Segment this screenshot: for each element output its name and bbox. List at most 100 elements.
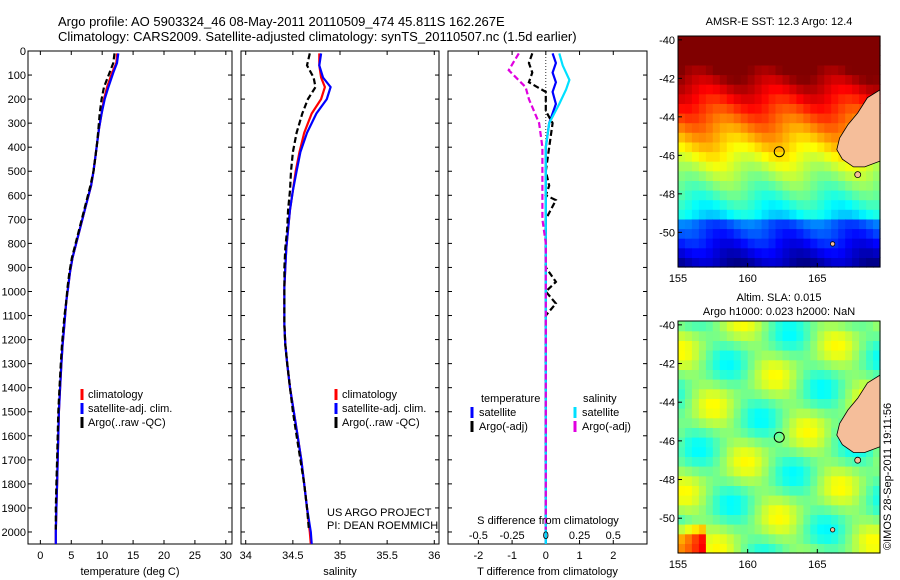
heatmap-cell	[859, 350, 867, 361]
heatmap-cell	[685, 533, 693, 544]
heatmap-cell	[859, 369, 867, 380]
heatmap-cell	[817, 379, 825, 390]
heatmap-cell	[691, 151, 700, 162]
heatmap-cell	[817, 427, 825, 438]
heatmap-cell	[838, 238, 846, 249]
heatmap-cell	[775, 495, 784, 506]
heatmap-cell	[866, 199, 874, 210]
heatmap-cell	[866, 218, 874, 230]
heatmap-cell	[824, 388, 832, 399]
heatmap-cell	[726, 417, 735, 428]
heatmap-cell	[678, 199, 686, 210]
heatmap-cell	[782, 209, 791, 220]
heatmap-cell	[866, 446, 874, 457]
heatmap-cell	[831, 103, 839, 114]
heatmap-cell	[796, 45, 804, 56]
heatmap-cell	[685, 209, 693, 220]
heatmap-cell	[775, 398, 784, 409]
x-tick-label: 2	[610, 550, 616, 562]
x-tick-label: 0	[37, 550, 43, 562]
heatmap-cell	[866, 533, 874, 544]
heatmap-cell	[740, 340, 749, 351]
heatmap-cell	[740, 504, 749, 515]
heatmap-cell	[712, 228, 721, 239]
heatmap-cell	[796, 427, 804, 438]
heatmap-cell	[845, 161, 853, 172]
heatmap-cell	[866, 161, 874, 172]
heatmap-cell	[740, 64, 749, 76]
heatmap-cell	[705, 113, 714, 124]
heatmap-cell	[726, 113, 735, 124]
heatmap-cell	[754, 161, 763, 172]
temperature-plot-frame	[27, 50, 233, 545]
heatmap-cell	[726, 330, 735, 341]
heatmap-cell	[719, 84, 728, 95]
heatmap-cell	[678, 45, 686, 56]
heatmap-cell	[712, 209, 721, 220]
land-mass	[836, 89, 881, 168]
heatmap-cell	[789, 180, 797, 191]
heatmap-cell	[726, 350, 735, 361]
heatmap-cell	[705, 180, 714, 191]
heatmap-cell	[831, 388, 839, 399]
salinity-plot-frame	[240, 50, 440, 545]
heatmap-cell	[824, 427, 832, 438]
heatmap-cell	[726, 379, 735, 390]
heatmap-cell	[803, 161, 811, 172]
heatmap-cell	[796, 103, 804, 114]
heatmap-cell	[754, 495, 763, 506]
figure-title-line-2: Climatology: CARS2009. Satellite-adjuste…	[58, 29, 577, 44]
heatmap-cell	[782, 141, 791, 153]
x-tick-label: 160	[738, 273, 756, 285]
difference-plot-frame	[447, 50, 648, 545]
heatmap-cell	[789, 209, 797, 220]
heatmap-cell	[782, 247, 791, 258]
heatmap-cell	[824, 170, 832, 181]
heatmap-cell	[845, 45, 853, 56]
heatmap-cell	[866, 228, 874, 239]
heatmap-cell	[719, 524, 728, 535]
heatmap-cell	[852, 485, 860, 496]
heatmap-cell	[782, 122, 791, 133]
sla-map-frame	[677, 320, 881, 554]
heatmap-cell	[810, 228, 818, 239]
heatmap-cell	[740, 446, 749, 457]
heatmap-cell	[810, 180, 818, 191]
heatmap-cell	[754, 524, 763, 535]
x-tick-label: 0	[543, 550, 549, 562]
heatmap-cell	[754, 238, 763, 249]
heatmap-cell	[761, 45, 770, 56]
heatmap-cell	[789, 456, 797, 467]
heatmap-cell	[852, 218, 860, 230]
heatmap-cell	[733, 369, 742, 380]
heatmap-cell	[838, 45, 846, 56]
heatmap-cell	[775, 93, 784, 104]
heatmap-cell	[733, 257, 742, 268]
heatmap-cell	[824, 330, 832, 341]
heatmap-cell	[678, 408, 686, 419]
heatmap-cell	[705, 55, 714, 66]
heatmap-cell	[796, 514, 804, 525]
heatmap-cell	[691, 45, 700, 56]
heatmap-cell	[678, 170, 686, 181]
heatmap-cell	[698, 330, 707, 341]
heatmap-cell	[803, 350, 811, 361]
heatmap-cell	[859, 199, 867, 210]
x-tick-label: 160	[738, 559, 756, 571]
heatmap-cell	[691, 330, 700, 341]
heatmap-cell	[705, 170, 714, 181]
heatmap-cell	[691, 64, 700, 76]
heatmap-cell	[796, 122, 804, 133]
heatmap-cell	[691, 524, 700, 535]
heatmap-cell	[761, 514, 770, 525]
heatmap-cell	[817, 524, 825, 535]
heatmap-cell	[740, 161, 749, 172]
heatmap-cell	[796, 74, 804, 85]
heatmap-cell	[719, 55, 728, 66]
heatmap-cell	[698, 495, 707, 506]
heatmap-cell	[824, 456, 832, 467]
heatmap-cell	[678, 228, 686, 239]
heatmap-cell	[747, 228, 756, 239]
heatmap-cell	[719, 466, 728, 477]
heatmap-cell	[852, 321, 860, 332]
